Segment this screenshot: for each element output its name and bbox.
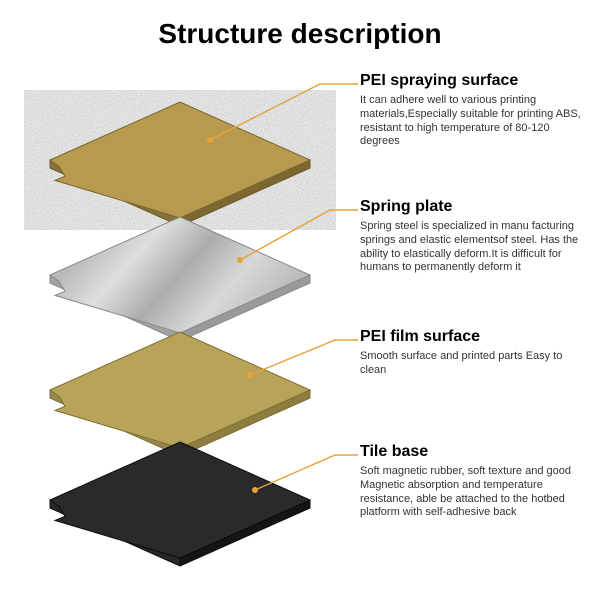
page-title: Structure description: [0, 18, 600, 50]
callout-desc: It can adhere well to various printing m…: [360, 94, 590, 149]
callout-tile-base: Tile base Soft magnetic rubber, soft text…: [360, 443, 590, 520]
callout-desc: Soft magnetic rubber, soft texture and g…: [360, 465, 590, 520]
leader-dot-pei-spray: [207, 137, 213, 143]
leader-spring-plate: [240, 210, 358, 260]
callout-heading: PEI spraying surface: [360, 72, 590, 90]
leader-dot-pei-film: [247, 372, 253, 378]
leader-dot-spring-plate: [237, 257, 243, 263]
layer-pei-film: [50, 332, 310, 456]
callout-spring-plate: Spring plate Spring steel is specialized …: [360, 198, 590, 275]
callout-heading: PEI film surface: [360, 328, 590, 346]
callout-desc: Smooth surface and printed parts Easy to…: [360, 350, 590, 378]
leader-dot-tile-base: [252, 487, 258, 493]
callout-heading: Spring plate: [360, 198, 590, 216]
leader-pei-spray: [210, 84, 358, 140]
leader-tile-base: [255, 455, 358, 490]
callout-desc: Spring steel is specialized in manu fact…: [360, 220, 590, 275]
leader-pei-film: [250, 340, 358, 375]
callout-pei-film: PEI film surface Smooth surface and print…: [360, 328, 590, 378]
layer-tile-base: [50, 442, 310, 566]
callout-pei-spray: PEI spraying surface It can adhere well t…: [360, 72, 590, 149]
layer-spring-plate: [50, 217, 310, 341]
layer-pei-spray: [50, 102, 310, 226]
callout-heading: Tile base: [360, 443, 590, 461]
